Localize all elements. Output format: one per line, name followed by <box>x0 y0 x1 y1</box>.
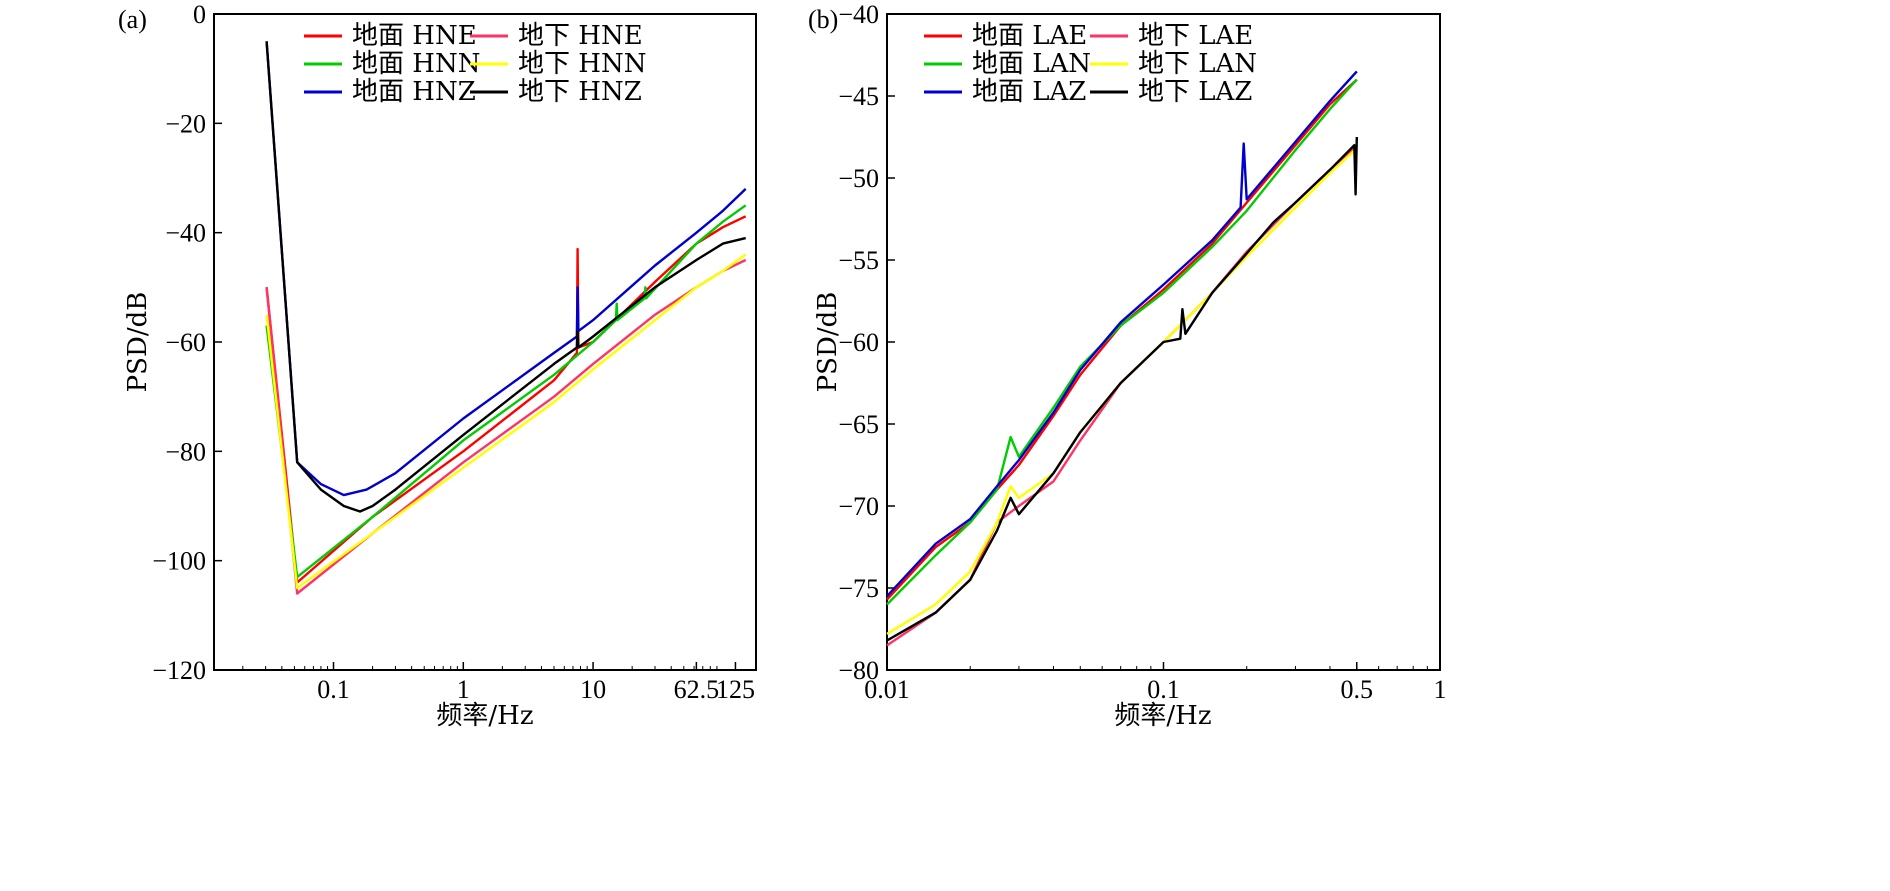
legend-label: 地面 LAN <box>972 49 1091 79</box>
series-line-b-6 <box>886 136 1358 642</box>
legend-label: 地面 LAE <box>972 21 1087 51</box>
y-tick-label: −100 <box>152 547 206 576</box>
y-axis-title-b: PSD/dB <box>813 292 843 393</box>
legend-label: 地下 HNN <box>518 49 646 79</box>
legend-label: 地面 LAZ <box>972 77 1086 107</box>
y-tick-label: −55 <box>838 246 879 275</box>
y-tick-label: −70 <box>838 492 879 521</box>
x-axis-title-a: 频率/Hz <box>436 701 533 731</box>
legend-label: 地下 HNE <box>518 21 643 51</box>
y-tick-label: 0 <box>193 0 206 29</box>
legend-label: 地下 HNZ <box>518 77 642 107</box>
panel-label-b: (b) <box>808 5 838 34</box>
y-tick-label: −120 <box>152 656 206 685</box>
x-tick-label: 1 <box>457 675 470 704</box>
series-line-b-1 <box>886 78 1358 601</box>
y-tick-label: −40 <box>838 0 879 29</box>
x-tick-label: 0.01 <box>864 675 910 704</box>
ticks-b: −40 −45 −50 −55 −60 −65 −70 −75 −800.01 0.1 0.5 1 <box>838 0 1446 704</box>
series-line-a-5 <box>265 253 747 590</box>
y-tick-label: −20 <box>165 109 206 138</box>
y-tick-label: −80 <box>838 656 879 685</box>
y-tick-label: −80 <box>165 437 206 466</box>
y-tick-label: −60 <box>165 328 206 357</box>
x-tick-label: 125 <box>716 675 755 704</box>
series-group-b <box>886 70 1358 647</box>
series-line-b-3 <box>886 70 1358 598</box>
y-tick-label: −65 <box>838 410 879 439</box>
series-line-b-2 <box>886 78 1358 606</box>
series-group-a <box>265 41 747 595</box>
x-tick-label: 0.1 <box>1147 675 1180 704</box>
y-tick-label: −75 <box>838 574 879 603</box>
panel-label-a: (a) <box>118 5 147 34</box>
legend-label: 地下 LAZ <box>1138 77 1252 107</box>
x-tick-label: 1 <box>1434 675 1447 704</box>
x-tick-label: 0.1 <box>317 675 350 704</box>
legend-label: 地面 HNN <box>352 49 480 79</box>
x-tick-label: 10 <box>580 675 606 704</box>
y-tick-label: −60 <box>838 328 879 357</box>
panel-b: (b) PSD/dB 频率/Hz −40 −45 −50 −55 −60 −65 −70 −7… <box>808 0 1447 731</box>
legend-label: 地下 LAN <box>1138 49 1257 79</box>
legend-label: 地面 HNE <box>352 21 477 51</box>
series-line-a-6 <box>265 41 746 513</box>
x-axis-title-b: 频率/Hz <box>1114 701 1211 731</box>
series-line-a-2 <box>265 204 747 579</box>
series-line-b-4 <box>886 144 1358 647</box>
x-tick-label: 0.5 <box>1341 675 1374 704</box>
legend-label: 地面 HNZ <box>352 77 476 107</box>
y-tick-label: −40 <box>165 219 206 248</box>
y-tick-label: −45 <box>838 82 879 111</box>
series-line-a-3 <box>265 41 747 497</box>
panel-a: (a) PSD/dB 频率/Hz 0 −20 −40 −60 −80 −100 −120 0.… <box>118 0 757 731</box>
x-tick-label: 62.5 <box>674 675 720 704</box>
y-axis-title-a: PSD/dB <box>123 292 153 393</box>
y-tick-label: −50 <box>838 164 879 193</box>
series-line-a-1 <box>265 215 747 584</box>
series-line-b-5 <box>886 147 1358 635</box>
legend-label: 地下 LAE <box>1138 21 1253 51</box>
